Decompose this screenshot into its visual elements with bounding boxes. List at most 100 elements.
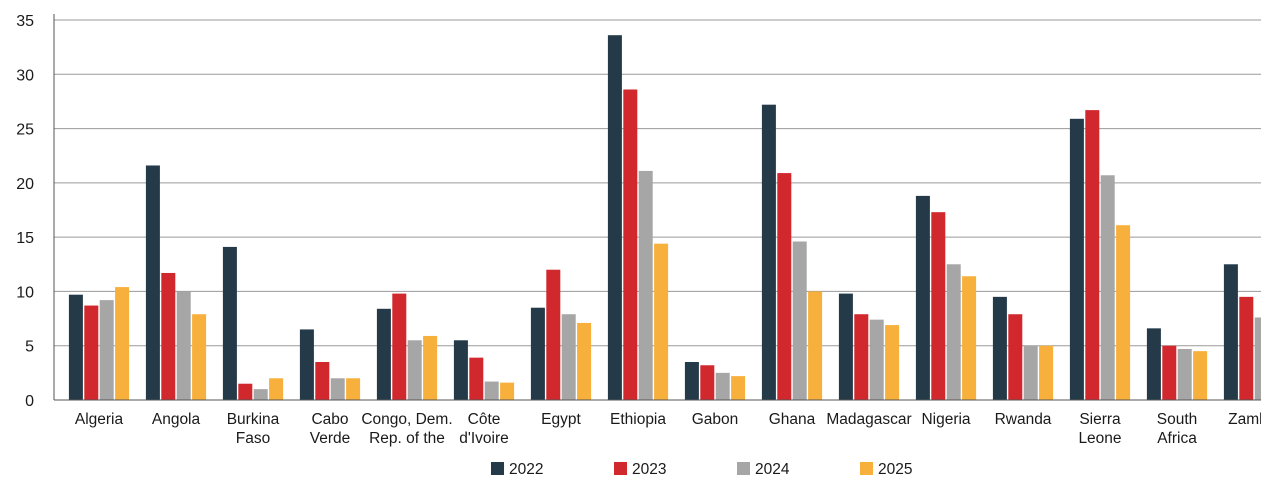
bar-2025-12 — [1039, 345, 1054, 400]
y-tick-label: 25 — [16, 122, 34, 139]
x-tick-label: Egypt — [541, 411, 581, 428]
x-tick-label: Leone — [1078, 430, 1121, 447]
x-tick-label: Algeria — [75, 411, 124, 428]
bar-2022-8 — [684, 362, 699, 400]
bar-2022-2 — [222, 246, 237, 400]
bar-2024-6 — [561, 314, 576, 400]
bar-2025-14 — [1193, 351, 1208, 400]
bar-2025-5 — [500, 382, 515, 400]
x-tick-label: Africa — [1157, 430, 1197, 447]
bar-2024-2 — [253, 389, 268, 400]
x-tick-label: Cabo — [311, 411, 348, 428]
bar-2023-0 — [84, 305, 99, 400]
bar-2022-1 — [145, 165, 160, 400]
bar-2023-3 — [315, 362, 330, 400]
x-tick-label: Congo, Dem. — [361, 411, 452, 428]
legend: 2022 2023 2024 2025 — [491, 461, 912, 478]
gridlines — [54, 19, 1261, 347]
legend-swatch-2025 — [860, 462, 873, 475]
bar-2022-12 — [992, 296, 1007, 400]
bar-2024-10 — [869, 319, 884, 400]
bar-2022-7 — [607, 35, 622, 400]
x-tick-label: Ethiopia — [610, 411, 666, 428]
x-tick-label: Côte — [468, 411, 501, 428]
bar-2023-14 — [1162, 345, 1177, 400]
bar-2024-0 — [99, 300, 114, 400]
bars — [68, 35, 1261, 401]
bar-2025-1 — [192, 314, 207, 400]
bar-2023-1 — [161, 272, 176, 400]
bar-2022-13 — [1069, 118, 1084, 401]
bar-2024-1 — [176, 291, 191, 400]
y-tick-label: 5 — [25, 339, 34, 356]
bar-2024-8 — [715, 372, 730, 400]
bar-2025-9 — [808, 291, 823, 400]
bar-2022-14 — [1146, 328, 1161, 400]
bar-2022-9 — [761, 104, 776, 400]
legend-label-2025: 2025 — [878, 461, 912, 478]
x-tick-label: Burkina — [227, 411, 280, 428]
bar-2023-9 — [777, 173, 792, 400]
bar-2024-5 — [484, 381, 499, 400]
y-axis: 0 5 10 15 20 25 30 35 — [16, 13, 55, 410]
bar-2022-11 — [915, 195, 930, 400]
x-tick-label: Madagascar — [826, 411, 911, 428]
bar-2023-12 — [1008, 314, 1023, 400]
legend-label-2024: 2024 — [755, 461, 790, 478]
bar-2022-3 — [299, 329, 314, 400]
y-tick-label: 0 — [25, 393, 34, 410]
x-tick-label: d'Ivoire — [459, 430, 508, 447]
bar-2022-5 — [453, 340, 468, 400]
bar-2023-5 — [469, 357, 484, 400]
bar-2023-4 — [392, 293, 407, 400]
legend-swatch-2022 — [491, 462, 504, 475]
bar-2024-3 — [330, 378, 345, 400]
y-tick-label: 10 — [16, 284, 34, 301]
x-axis: Algeria Angola Burkina Faso Cabo Verde Congo, … — [54, 399, 1261, 447]
bar-2022-4 — [376, 308, 391, 400]
bar-2023-8 — [700, 365, 715, 400]
bar-2023-2 — [238, 383, 253, 400]
bar-2024-13 — [1100, 175, 1115, 400]
bar-2022-10 — [838, 293, 853, 400]
bar-2025-6 — [577, 322, 592, 400]
bar-2025-3 — [346, 378, 361, 400]
legend-swatch-2023 — [614, 462, 627, 475]
x-tick-label: Sierra — [1079, 411, 1121, 428]
bar-2023-13 — [1085, 110, 1100, 400]
bar-2024-14 — [1177, 348, 1192, 400]
bar-2022-15 — [1223, 264, 1238, 400]
bar-2023-11 — [931, 212, 946, 400]
x-tick-label: Faso — [236, 430, 270, 447]
legend-swatch-2024 — [737, 462, 750, 475]
bar-2025-8 — [731, 376, 746, 400]
y-tick-label: 15 — [16, 230, 34, 247]
legend-label-2022: 2022 — [509, 461, 543, 478]
y-tick-label: 30 — [16, 67, 34, 84]
bar-2025-10 — [885, 325, 900, 400]
bar-2025-11 — [962, 276, 977, 400]
bar-2024-12 — [1023, 345, 1038, 400]
bar-2022-0 — [68, 294, 83, 400]
bar-2025-2 — [269, 378, 284, 400]
bar-2023-6 — [546, 269, 561, 400]
x-tick-label: Nigeria — [921, 411, 970, 428]
bar-2023-7 — [623, 89, 638, 400]
bar-2024-9 — [792, 241, 807, 400]
bar-2023-10 — [854, 314, 869, 400]
y-tick-label: 20 — [16, 176, 34, 193]
x-tick-label: Rwanda — [995, 411, 1052, 428]
bar-2024-7 — [638, 170, 653, 400]
bar-2025-0 — [115, 287, 130, 400]
bar-2025-7 — [654, 243, 669, 400]
bar-2024-15 — [1254, 317, 1261, 400]
x-tick-label: Angola — [152, 411, 201, 428]
x-tick-label: Gabon — [692, 411, 739, 428]
bar-2022-6 — [530, 307, 545, 400]
x-tick-label: Rep. of the — [369, 430, 445, 447]
bar-2025-13 — [1116, 225, 1131, 400]
bar-2024-4 — [407, 340, 422, 400]
y-tick-label: 35 — [16, 13, 34, 30]
x-tick-label: South — [1157, 411, 1198, 428]
